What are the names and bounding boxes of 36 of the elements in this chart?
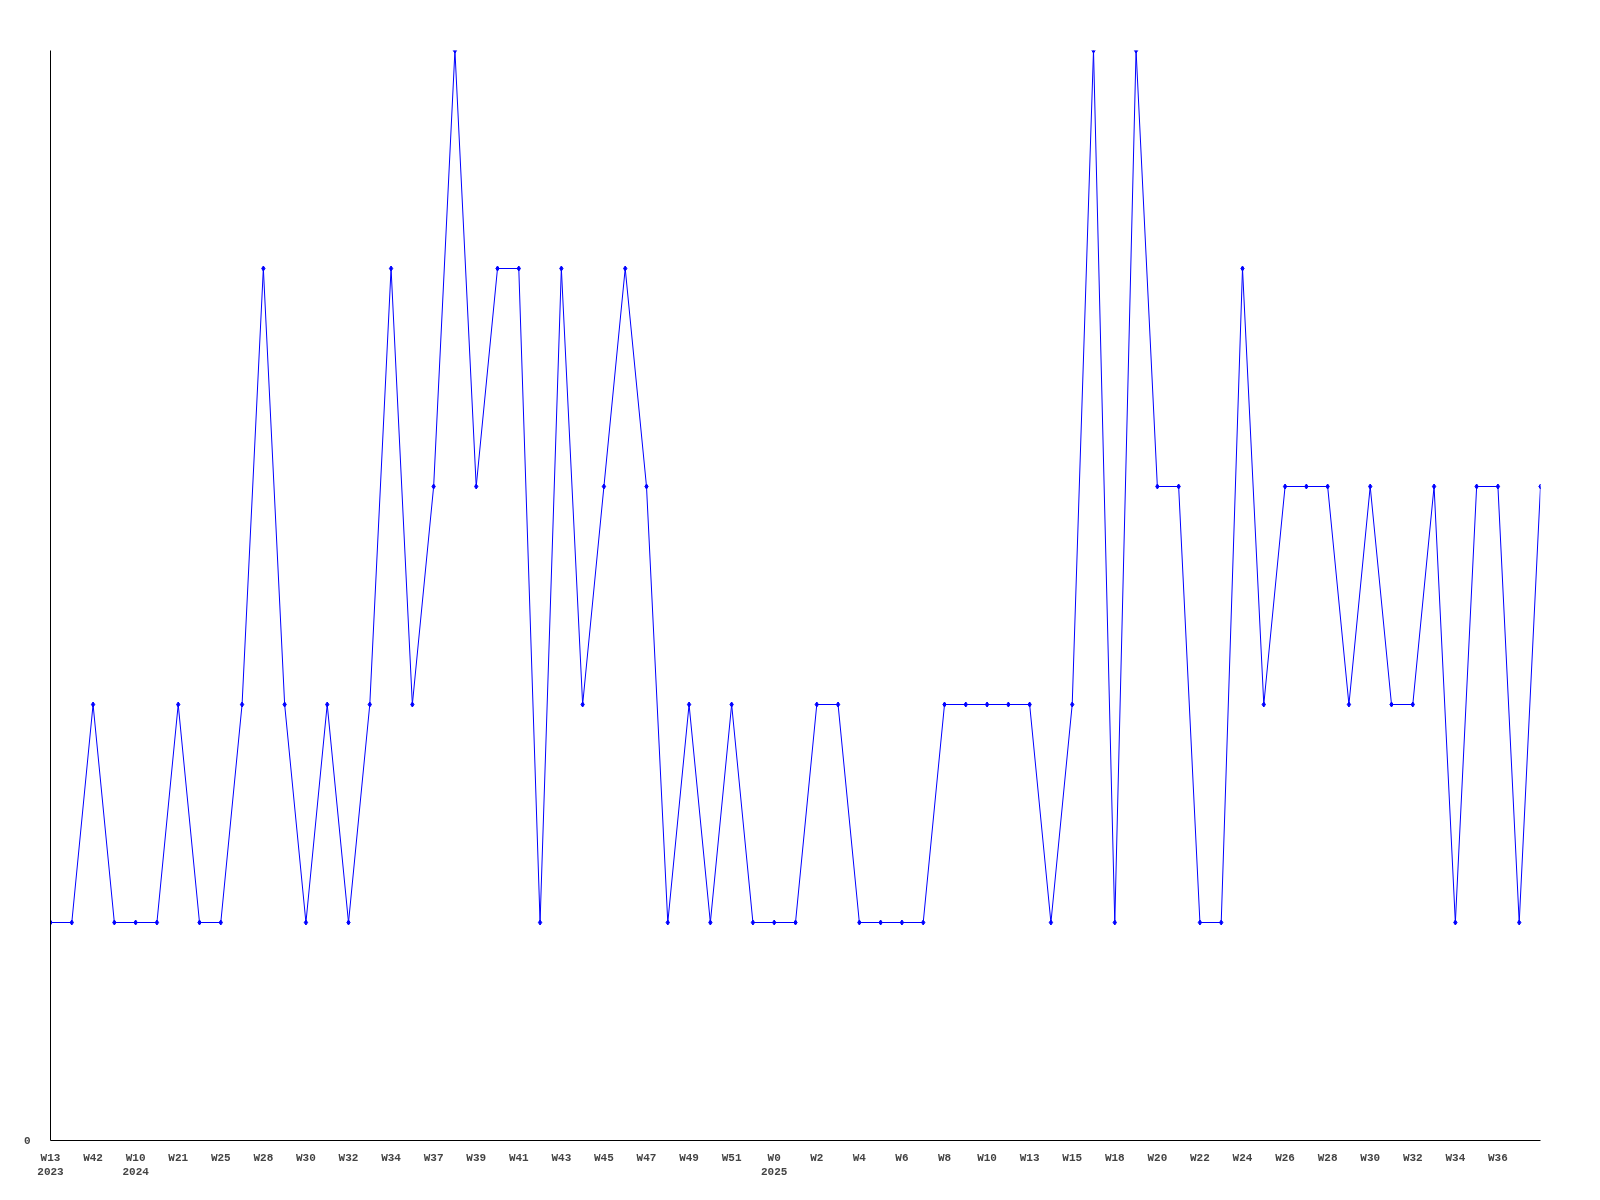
x-tick-label: W10 2024 <box>122 1151 150 1178</box>
x-tick-label: W36 <box>1488 1151 1508 1164</box>
x-tick-label: W28 <box>253 1151 274 1164</box>
x-tick-label: W6 <box>895 1151 909 1164</box>
x-tick-label: W20 <box>1147 1151 1168 1164</box>
x-tick-label: W41 <box>508 1151 530 1164</box>
x-tick-label: W25 <box>210 1151 232 1164</box>
x-tick-label: W8 <box>937 1151 952 1164</box>
x-tick-label: W34 <box>1445 1151 1466 1164</box>
x-tick-label: W32 <box>338 1151 359 1164</box>
x-tick-label: W15 <box>1062 1151 1083 1164</box>
x-tick-label: W43 <box>551 1151 572 1164</box>
x-tick-label: W13 2023 <box>37 1151 65 1178</box>
x-tick-label: W49 <box>679 1151 699 1164</box>
x-tick-label: W42 <box>83 1151 103 1164</box>
x-tick-label: W26 <box>1275 1151 1295 1164</box>
x-tick-label: W18 <box>1104 1151 1126 1164</box>
x-tick-label: W24 <box>1232 1151 1253 1164</box>
x-tick-label: W0 2025 <box>761 1151 788 1178</box>
x-tick-label: W45 <box>594 1151 615 1164</box>
x-tick-label: W37 <box>423 1151 444 1164</box>
x-tick-label: W2 <box>810 1151 824 1164</box>
x-tick-label: W30 <box>296 1151 316 1164</box>
x-tick-label: W51 <box>721 1151 742 1164</box>
x-tick-label: W34 <box>381 1151 402 1164</box>
x-tick-label: W30 <box>1360 1151 1381 1164</box>
x-tick-label: W21 <box>168 1151 189 1164</box>
x-tick-label: W4 <box>852 1151 867 1164</box>
x-tick-label: W39 <box>466 1151 487 1164</box>
x-tick-label: W22 <box>1190 1151 1210 1164</box>
x-tick-label: W10 <box>977 1151 997 1164</box>
x-tick-label: W32 <box>1402 1151 1423 1164</box>
x-tick-label: W47 <box>636 1151 657 1164</box>
x-tick-label: W13 <box>1019 1151 1040 1164</box>
x-tick-label: W28 <box>1317 1151 1338 1164</box>
text: 0 <box>23 1135 31 1147</box>
